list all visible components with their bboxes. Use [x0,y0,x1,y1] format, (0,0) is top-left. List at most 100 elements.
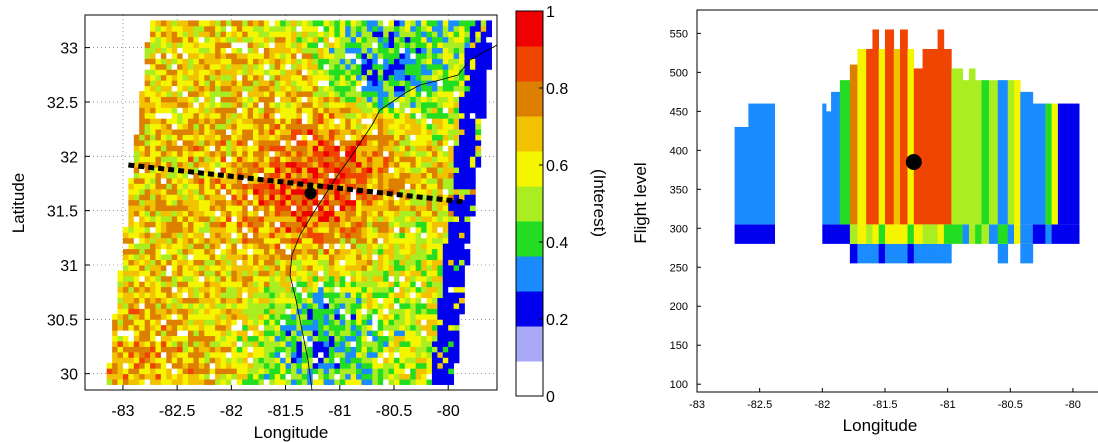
map-cell [280,379,286,385]
map-cell [410,31,417,38]
map-cell [356,226,362,233]
map-cell [421,324,427,331]
map-cell [399,292,406,298]
map-cell [426,145,433,152]
map-cell [318,373,324,380]
map-cell [122,357,129,364]
map-cell [426,167,433,173]
map-cell [220,183,227,190]
map-cell [453,194,460,201]
map-cell [307,368,314,375]
map-cell [410,167,417,173]
map-cell [404,248,411,255]
map-cell [410,373,417,380]
map-cell [215,210,221,217]
map-cell [291,47,297,54]
map-cell [388,308,395,315]
cross-section-cell [872,224,880,244]
map-cell [480,80,487,87]
map-cell [328,205,335,212]
map-cell [242,161,249,168]
map-cell [383,107,389,114]
map-cell [366,47,373,54]
map-cell [128,183,135,190]
map-cell [285,58,292,65]
map-cell [372,80,379,87]
map-cell [426,303,433,309]
map-cell [198,107,205,114]
map-cell [209,362,216,369]
map-cell [453,324,460,331]
map-cell [182,346,189,353]
map-cell [328,292,335,298]
map-cell [171,118,178,125]
map-cell [437,80,444,87]
map-cell [453,286,460,293]
map-cell [160,373,167,380]
map-cell [112,351,118,358]
map-cell [415,368,422,375]
map-cell [442,216,449,222]
map-cell [225,281,232,288]
map-cell [296,221,303,228]
map-cell [225,91,232,97]
map-cell [209,107,216,114]
map-cell [242,259,249,266]
map-cell [339,351,346,358]
map-y-tick-label: 30.5 [47,312,78,329]
map-cell [312,308,319,315]
map-cell [383,319,389,326]
map-cell [155,243,162,250]
map-cell [160,183,167,190]
map-cell [188,308,194,315]
map-cell [426,188,433,195]
map-cell [236,63,243,70]
map-cell [296,80,303,87]
map-cell [220,123,227,130]
cross-section-cell [943,224,952,244]
map-cell [383,346,389,353]
map-cell [475,53,482,59]
map-cell [225,36,232,43]
map-cell [399,140,406,146]
map-cell [394,232,400,239]
map-cell [421,286,427,293]
map-cell [171,178,178,184]
map-cell [388,303,395,309]
map-cell [285,351,292,358]
map-cell [198,297,205,304]
map-cell [361,101,368,108]
map-cell [312,259,319,266]
map-cell [318,275,324,282]
map-cell [188,297,194,304]
map-cell [388,96,395,103]
map-cell [421,341,427,347]
map-cell [399,237,406,244]
map-cell [274,313,281,320]
map-cell [177,216,183,222]
map-cell [426,281,433,288]
map-cell [372,308,379,315]
map-cell [231,25,238,32]
map-cell [204,341,211,347]
map-cell [372,156,379,163]
map-cell [399,123,406,130]
map-cell [356,324,362,331]
map-cell [220,161,227,168]
map-cell [166,286,173,293]
map-cell [247,221,254,228]
cross-section-cell [968,68,976,225]
map-cell [361,150,368,157]
map-cell [166,351,173,358]
map-cell [399,275,406,282]
map-cell [421,292,427,298]
map-cell [280,265,286,271]
map-cell [431,199,438,206]
map-cell [220,324,227,331]
map-cell [225,210,232,217]
map-cell [361,270,368,277]
map-cell [318,194,324,201]
map-cell [231,297,238,304]
map-cell [155,188,162,195]
map-cell [334,232,341,239]
